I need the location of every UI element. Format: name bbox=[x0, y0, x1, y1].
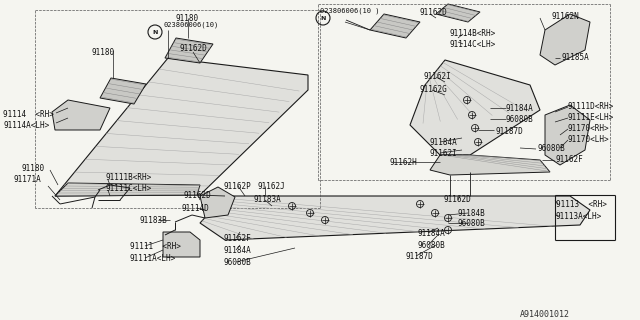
Text: 96080B: 96080B bbox=[458, 219, 486, 228]
Text: 91184A: 91184A bbox=[224, 246, 252, 255]
Polygon shape bbox=[430, 155, 550, 175]
Polygon shape bbox=[55, 183, 200, 196]
Text: 91162J: 91162J bbox=[258, 182, 285, 191]
Text: 023806006(10): 023806006(10) bbox=[163, 22, 218, 28]
Text: 91183A: 91183A bbox=[253, 195, 281, 204]
Text: 91114A<LH>: 91114A<LH> bbox=[3, 121, 49, 130]
Text: 96080B: 96080B bbox=[418, 241, 445, 250]
Polygon shape bbox=[540, 14, 590, 65]
Text: 91162F: 91162F bbox=[224, 234, 252, 243]
Text: 91113A<LH>: 91113A<LH> bbox=[556, 212, 602, 221]
Text: 91114C<LH>: 91114C<LH> bbox=[450, 40, 496, 49]
Polygon shape bbox=[100, 78, 146, 104]
Text: 91162P: 91162P bbox=[224, 182, 252, 191]
Polygon shape bbox=[370, 14, 420, 38]
Text: 91187D: 91187D bbox=[496, 127, 524, 136]
Polygon shape bbox=[436, 4, 480, 22]
Text: 91170<RH>: 91170<RH> bbox=[567, 124, 609, 133]
Text: 91111D<RH>: 91111D<RH> bbox=[567, 102, 613, 111]
Text: N: N bbox=[320, 15, 326, 20]
Text: 91183B: 91183B bbox=[140, 216, 168, 225]
Text: 91180: 91180 bbox=[175, 14, 198, 23]
Polygon shape bbox=[55, 58, 308, 196]
Text: 91162D: 91162D bbox=[420, 8, 448, 17]
Text: 91184A: 91184A bbox=[430, 138, 458, 147]
Text: N: N bbox=[152, 29, 157, 35]
Text: 91111A<LH>: 91111A<LH> bbox=[130, 254, 176, 263]
Text: 91162F: 91162F bbox=[555, 155, 583, 164]
Text: 91170<LH>: 91170<LH> bbox=[567, 135, 609, 144]
Polygon shape bbox=[200, 187, 235, 218]
Polygon shape bbox=[165, 38, 213, 63]
Text: 91184A: 91184A bbox=[418, 229, 445, 238]
Text: 91113  <RH>: 91113 <RH> bbox=[556, 200, 607, 209]
Text: 91184A: 91184A bbox=[506, 104, 534, 113]
Text: 91111  <RH>: 91111 <RH> bbox=[130, 242, 181, 251]
Text: 91162D: 91162D bbox=[444, 195, 472, 204]
Polygon shape bbox=[410, 60, 540, 155]
Text: 91180: 91180 bbox=[91, 48, 114, 57]
Text: 96080B: 96080B bbox=[537, 144, 564, 153]
Text: 91111C<LH>: 91111C<LH> bbox=[105, 184, 151, 193]
Text: 91162N: 91162N bbox=[552, 12, 580, 21]
Text: 91111B<RH>: 91111B<RH> bbox=[105, 173, 151, 182]
Text: 91114D: 91114D bbox=[181, 204, 209, 213]
Text: 91162H: 91162H bbox=[390, 158, 418, 167]
Text: 91162D: 91162D bbox=[183, 191, 211, 200]
Text: 91162I: 91162I bbox=[430, 149, 458, 158]
Text: 91171A: 91171A bbox=[14, 175, 42, 184]
Text: 96080B: 96080B bbox=[224, 258, 252, 267]
Text: 91114  <RH>: 91114 <RH> bbox=[3, 110, 54, 119]
Text: 91180: 91180 bbox=[22, 164, 45, 173]
Text: 91184B: 91184B bbox=[458, 209, 486, 218]
Text: A914001012: A914001012 bbox=[520, 310, 570, 319]
Text: 91111E<LH>: 91111E<LH> bbox=[567, 113, 613, 122]
Polygon shape bbox=[52, 100, 110, 130]
Text: 91162I: 91162I bbox=[424, 72, 452, 81]
Text: 91185A: 91185A bbox=[562, 53, 589, 62]
Polygon shape bbox=[163, 232, 200, 257]
Polygon shape bbox=[545, 105, 590, 165]
Text: 96080B: 96080B bbox=[506, 115, 534, 124]
Text: 91187D: 91187D bbox=[406, 252, 434, 261]
Text: 91114B<RH>: 91114B<RH> bbox=[450, 29, 496, 38]
Text: 91162G: 91162G bbox=[419, 85, 447, 94]
Polygon shape bbox=[200, 196, 590, 240]
Text: 023806006(10 ): 023806006(10 ) bbox=[320, 8, 380, 14]
Text: 91162D: 91162D bbox=[180, 44, 208, 53]
